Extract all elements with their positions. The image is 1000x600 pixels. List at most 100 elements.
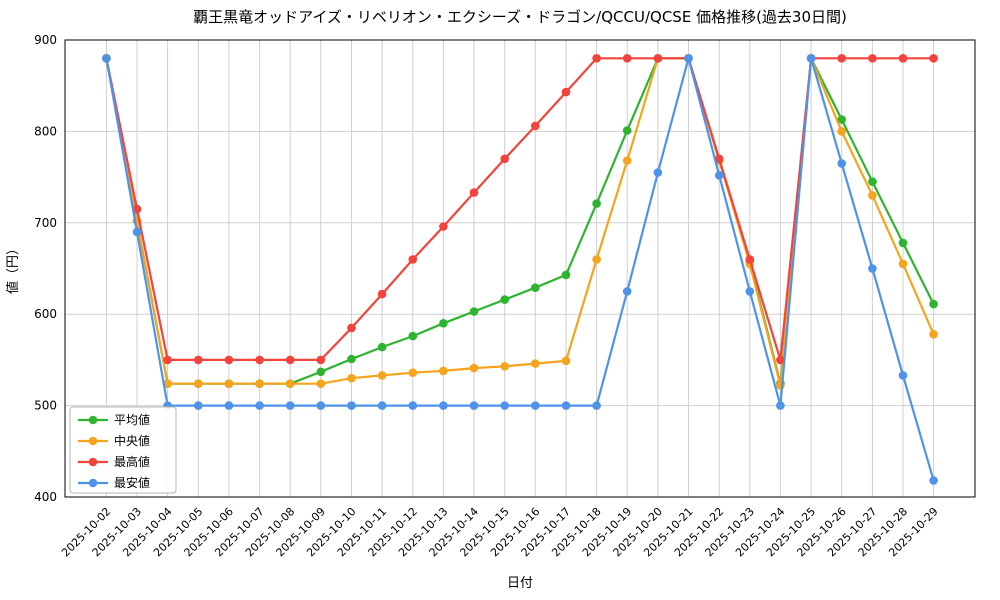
- y-tick-label: 900: [34, 33, 57, 47]
- data-point-min: [745, 287, 755, 296]
- legend-marker-median: [88, 436, 98, 446]
- plot-area: 4005006007008009002025-10-022025-10-0320…: [34, 33, 976, 559]
- data-point-average: [439, 319, 448, 328]
- data-point-min: [622, 287, 632, 296]
- data-point-median: [531, 359, 540, 368]
- data-point-min: [898, 371, 908, 380]
- data-point-max: [285, 355, 295, 365]
- data-point-min: [377, 401, 387, 410]
- plot-border: [64, 39, 976, 498]
- data-point-average: [592, 199, 601, 208]
- data-point-min: [684, 54, 693, 63]
- data-point-min: [714, 171, 724, 180]
- data-point-max: [776, 355, 785, 365]
- data-point-median: [868, 191, 877, 200]
- data-point-median: [285, 379, 295, 389]
- legend-marker-min: [88, 478, 98, 488]
- data-point-median: [837, 127, 846, 136]
- data-point-min: [592, 401, 601, 410]
- legend-marker-average: [88, 415, 98, 425]
- y-tick-label: 500: [34, 399, 57, 413]
- data-point-min: [347, 401, 356, 410]
- data-point-min: [255, 401, 264, 410]
- data-point-max: [714, 154, 724, 164]
- data-point-max: [929, 54, 938, 63]
- data-point-max: [132, 204, 142, 214]
- data-point-max: [469, 188, 479, 197]
- chart-title: 覇王黒竜オッドアイズ・リベリオン・エクシーズ・ドラゴン/QCCU/QCSE 価格…: [193, 8, 847, 26]
- y-tick-label: 400: [34, 490, 57, 504]
- data-point-min: [929, 476, 938, 485]
- data-point-median: [377, 371, 387, 380]
- data-point-min: [837, 159, 846, 168]
- legend-label-max: 最高値: [114, 454, 150, 469]
- data-point-max: [592, 54, 601, 63]
- series-line-max: [105, 57, 934, 361]
- data-point-min: [561, 401, 571, 410]
- data-point-min: [531, 401, 540, 410]
- data-point-median: [592, 255, 601, 264]
- data-point-average: [408, 331, 418, 341]
- data-point-min: [653, 168, 663, 177]
- data-point-median: [316, 379, 326, 389]
- data-point-max: [837, 54, 846, 63]
- data-point-median: [898, 259, 908, 269]
- data-point-max: [163, 355, 172, 365]
- data-point-min: [408, 401, 418, 410]
- data-point-max: [224, 355, 234, 365]
- data-point-min: [194, 401, 203, 410]
- data-point-max: [408, 255, 418, 264]
- plot-background: [65, 40, 975, 497]
- data-point-max: [531, 121, 540, 131]
- data-point-min: [285, 401, 295, 410]
- legend-label-min: 最安値: [114, 475, 150, 490]
- data-point-median: [929, 330, 938, 339]
- data-point-min: [102, 54, 111, 63]
- x-axis-label: 日付: [507, 576, 533, 591]
- data-point-max: [255, 355, 264, 365]
- data-point-max: [561, 87, 571, 97]
- data-point-max: [377, 289, 387, 299]
- data-point-max: [194, 355, 203, 365]
- data-point-average: [837, 115, 846, 124]
- data-point-max: [898, 54, 908, 63]
- data-point-max: [745, 255, 755, 264]
- data-point-average: [929, 299, 938, 309]
- data-point-max: [622, 54, 632, 63]
- data-point-median: [194, 379, 203, 389]
- data-point-average: [377, 342, 387, 352]
- data-point-average: [898, 238, 908, 248]
- data-point-median: [347, 373, 356, 383]
- data-point-median: [408, 368, 418, 378]
- data-point-median: [163, 379, 172, 389]
- data-point-min: [868, 264, 877, 273]
- legend-label-median: 中央値: [114, 433, 150, 448]
- data-point-min: [806, 54, 816, 63]
- data-point-average: [500, 295, 510, 304]
- data-point-median: [255, 379, 264, 389]
- data-point-max: [316, 355, 326, 365]
- data-point-average: [868, 177, 877, 186]
- data-point-median: [439, 366, 448, 376]
- data-point-max: [868, 54, 877, 63]
- data-point-average: [316, 367, 326, 377]
- data-point-max: [439, 222, 448, 231]
- data-point-average: [561, 270, 571, 280]
- data-point-median: [561, 356, 571, 366]
- data-point-min: [776, 401, 785, 410]
- legend-marker-max: [88, 457, 98, 467]
- data-point-average: [622, 126, 632, 135]
- data-point-median: [469, 363, 479, 373]
- data-point-median: [500, 362, 510, 371]
- data-point-min: [469, 401, 479, 410]
- data-point-min: [316, 401, 326, 410]
- series-line-min: [105, 54, 935, 481]
- data-point-max: [653, 54, 663, 63]
- y-axis-label: 値（円）: [5, 242, 21, 294]
- data-point-min: [224, 401, 234, 410]
- data-point-average: [531, 283, 540, 293]
- y-tick-label: 600: [34, 307, 57, 321]
- data-point-average: [469, 307, 479, 316]
